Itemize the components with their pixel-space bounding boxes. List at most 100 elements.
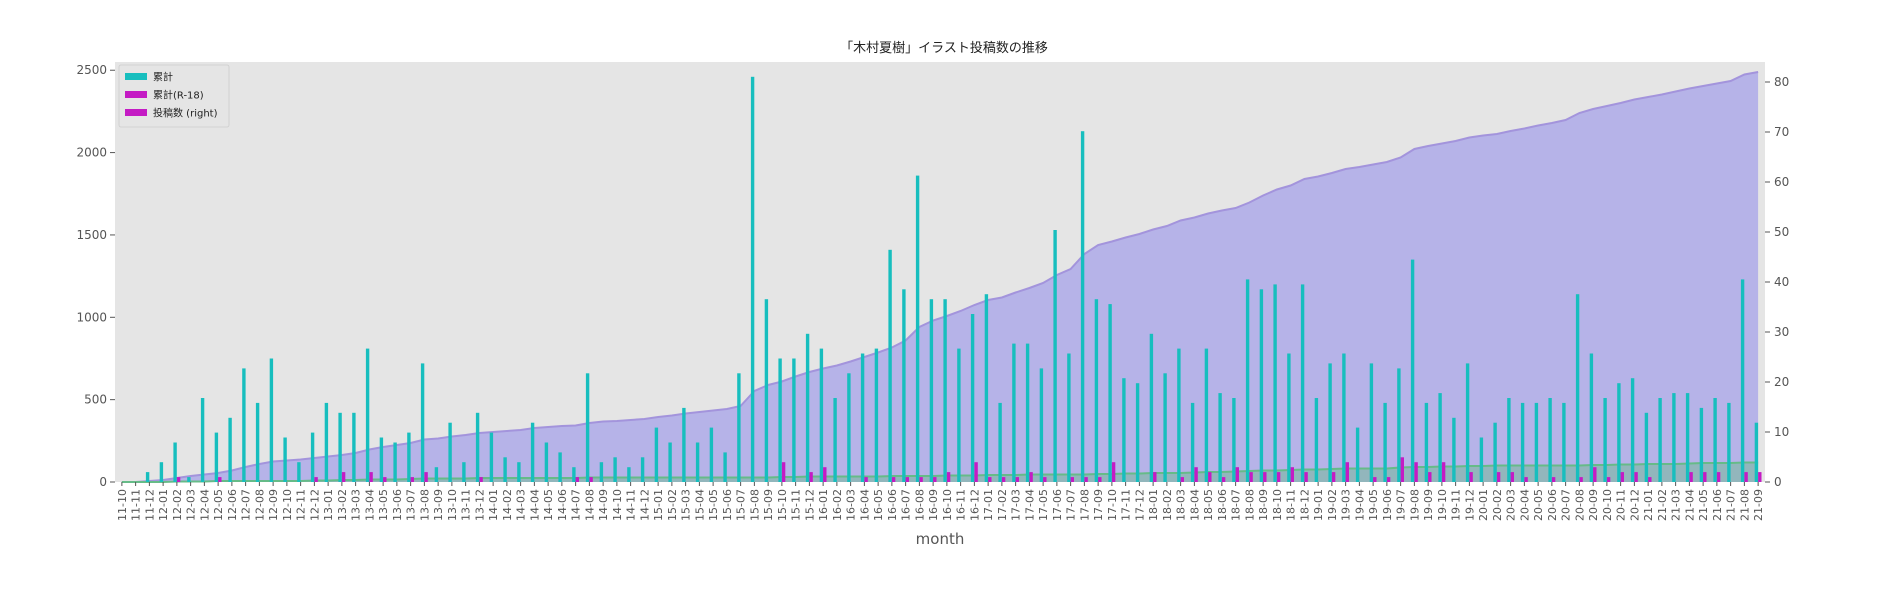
x-tick-label-19-07: 19-07 — [1395, 489, 1408, 521]
bar-r18-16-04 — [864, 477, 868, 482]
bar-total-15-01 — [654, 427, 659, 482]
x-tick-label-15-01: 15-01 — [652, 489, 665, 521]
x-tick-label-17-05: 17-05 — [1037, 489, 1050, 521]
bar-total-17-05 — [1039, 368, 1044, 482]
bar-r18-21-06 — [1716, 472, 1721, 482]
bar-total-19-10 — [1438, 393, 1442, 482]
x-tick-label-18-11: 18-11 — [1285, 489, 1298, 521]
bar-total-18-03 — [1177, 348, 1181, 482]
x-tick-label-15-12: 15-12 — [803, 489, 816, 521]
bar-total-20-02 — [1493, 422, 1497, 482]
x-tick-label-16-08: 16-08 — [913, 489, 926, 521]
bar-r18-20-03 — [1510, 472, 1514, 482]
bar-total-13-06 — [393, 442, 397, 482]
bar-total-14-03 — [517, 462, 521, 482]
bar-total-12-10 — [283, 437, 287, 482]
right-tick-label-20: 20 — [1774, 375, 1789, 389]
bar-total-13-02 — [338, 412, 342, 482]
right-tick-label-80: 80 — [1774, 75, 1789, 89]
x-tick-label-14-01: 14-01 — [487, 489, 500, 521]
bar-total-15-10 — [778, 358, 782, 482]
bar-total-15-07 — [737, 373, 741, 482]
x-tick-label-12-09: 12-09 — [267, 489, 280, 521]
bar-r18-21-05 — [1703, 472, 1707, 482]
bar-total-13-07 — [407, 432, 411, 482]
legend-swatch-0 — [125, 73, 147, 80]
x-tick-label-15-03: 15-03 — [680, 489, 693, 521]
bar-total-20-09 — [1589, 353, 1594, 482]
right-tick-label-50: 50 — [1774, 225, 1789, 239]
bar-total-15-04 — [695, 442, 700, 482]
legend-label-0: 累計 — [153, 71, 173, 84]
x-tick-label-13-10: 13-10 — [446, 489, 459, 521]
left-tick-label-1500: 1500 — [76, 228, 107, 242]
x-tick-label-17-01: 17-01 — [982, 489, 995, 521]
x-tick-label-12-05: 12-05 — [212, 489, 225, 521]
bar-total-19-11 — [1452, 417, 1456, 482]
bar-total-19-07 — [1397, 368, 1401, 482]
x-tick-label-14-04: 14-04 — [528, 489, 541, 521]
bar-total-19-04 — [1355, 427, 1360, 482]
bar-total-20-07 — [1562, 402, 1566, 482]
x-tick-label-19-03: 19-03 — [1340, 489, 1353, 521]
x-tick-label-21-09: 21-09 — [1752, 489, 1765, 521]
x-tick-label-17-09: 17-09 — [1092, 489, 1105, 521]
left-tick-label-0: 0 — [99, 475, 107, 489]
bar-total-13-01 — [324, 402, 329, 482]
x-tick-label-18-05: 18-05 — [1202, 489, 1215, 521]
x-tick-label-21-06: 21-06 — [1711, 489, 1724, 521]
bar-r18-18-03 — [1180, 477, 1184, 482]
bar-r18-18-06 — [1221, 477, 1226, 482]
bar-total-16-10 — [943, 299, 947, 482]
bar-total-19-12 — [1465, 363, 1470, 482]
x-tick-label-14-05: 14-05 — [542, 489, 555, 521]
bar-r18-18-09 — [1263, 472, 1267, 482]
bar-total-12-05 — [214, 432, 219, 482]
x-tick-label-18-01: 18-01 — [1147, 489, 1160, 521]
bar-total-20-11 — [1617, 383, 1621, 482]
x-tick-label-18-03: 18-03 — [1175, 489, 1188, 521]
x-tick-label-20-11: 20-11 — [1615, 489, 1628, 521]
x-tick-label-12-10: 12-10 — [281, 489, 294, 521]
x-tick-label-16-12: 16-12 — [968, 489, 981, 521]
right-tick-label-0: 0 — [1774, 475, 1782, 489]
bar-total-13-03 — [352, 412, 356, 482]
bar-r18-20-08 — [1579, 477, 1583, 482]
bar-r18-14-08 — [589, 477, 593, 482]
legend-swatch-2 — [125, 109, 147, 116]
bar-total-18-07 — [1232, 398, 1236, 482]
x-tick-label-16-04: 16-04 — [858, 489, 871, 521]
x-tick-label-15-08: 15-08 — [748, 489, 761, 521]
bar-total-21-02 — [1658, 398, 1662, 482]
x-tick-label-12-01: 12-01 — [157, 489, 170, 521]
x-tick-label-17-06: 17-06 — [1051, 489, 1064, 521]
bar-total-17-08 — [1080, 131, 1085, 482]
bar-r18-16-08 — [919, 477, 923, 482]
x-tick-label-13-07: 13-07 — [405, 489, 418, 521]
bar-r18-17-02 — [1001, 477, 1006, 482]
x-tick-label-13-08: 13-08 — [418, 489, 431, 521]
x-tick-label-18-10: 18-10 — [1271, 489, 1284, 521]
x-tick-label-15-02: 15-02 — [666, 489, 679, 521]
bar-total-11-12 — [145, 472, 150, 482]
bar-r18-15-10 — [781, 462, 786, 482]
bar-total-18-06 — [1218, 393, 1222, 482]
bar-total-20-08 — [1575, 294, 1580, 482]
x-tick-label-16-02: 16-02 — [831, 489, 844, 521]
bar-total-21-01 — [1644, 412, 1649, 482]
bar-r18-12-12 — [314, 477, 318, 482]
x-tick-label-16-07: 16-07 — [900, 489, 913, 521]
bar-r18-18-04 — [1194, 467, 1198, 482]
bar-r18-19-02 — [1331, 472, 1336, 482]
x-tick-label-12-03: 12-03 — [185, 489, 198, 521]
bar-total-19-01 — [1314, 398, 1319, 482]
bar-total-15-08 — [750, 76, 755, 483]
x-tick-label-15-11: 15-11 — [790, 489, 803, 521]
x-tick-label-14-07: 14-07 — [570, 489, 583, 521]
bar-r18-21-04 — [1689, 472, 1693, 482]
x-tick-label-21-02: 21-02 — [1656, 489, 1669, 521]
x-tick-label-13-11: 13-11 — [460, 489, 473, 521]
x-tick-label-15-06: 15-06 — [721, 489, 734, 521]
left-tick-label-2500: 2500 — [76, 63, 107, 77]
legend-label-1: 累計(R-18) — [153, 89, 204, 102]
